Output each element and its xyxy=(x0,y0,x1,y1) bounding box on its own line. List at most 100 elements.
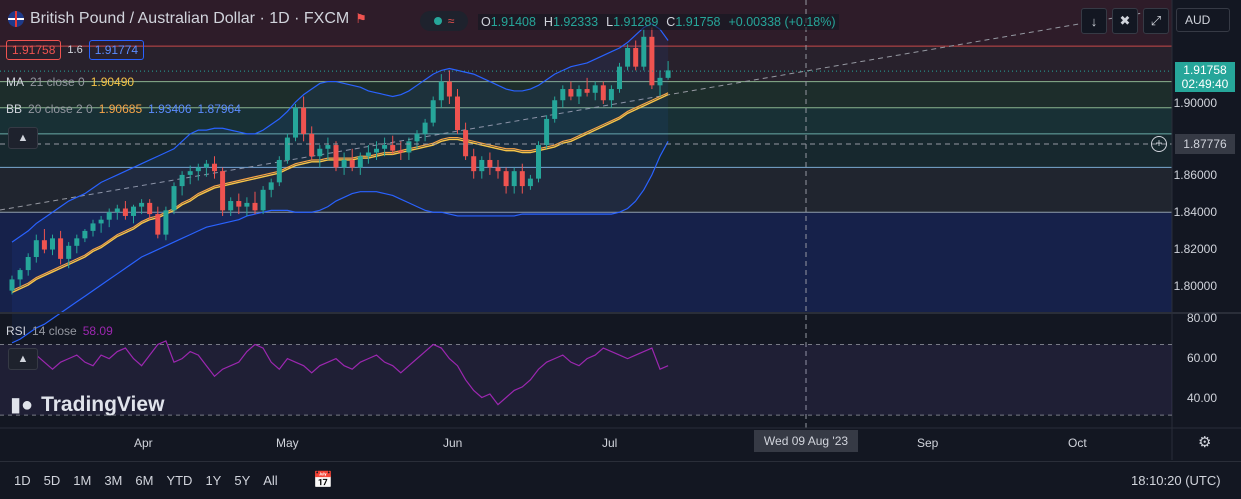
price-tick: 1.80000 xyxy=(1173,279,1217,293)
candle-body xyxy=(163,210,169,235)
candle-body xyxy=(220,171,226,211)
candle-body xyxy=(147,202,153,215)
collapse-legend-button[interactable]: ▲ xyxy=(8,127,38,149)
candle-body xyxy=(17,270,23,280)
range-5y-button[interactable]: 5Y xyxy=(234,473,251,488)
rsi-params: 14 close xyxy=(32,324,77,338)
candle-body xyxy=(625,47,631,67)
crosshair-date-value: Wed 09 Aug '23 xyxy=(763,434,849,448)
utc-clock[interactable]: 18:10:20 (UTC) xyxy=(1131,473,1221,488)
candle-body xyxy=(252,202,258,211)
zone-gray xyxy=(0,167,1172,213)
collapse-rsi-button[interactable]: ▲ xyxy=(8,348,38,370)
bb-basis-value: 1.90685 xyxy=(98,102,143,116)
candle-body xyxy=(341,159,347,168)
candle-body xyxy=(50,238,55,250)
tradingview-logo-icon: ▮● xyxy=(10,394,34,416)
candle-body xyxy=(406,141,412,153)
candle-body xyxy=(139,202,145,207)
sell-button[interactable]: 1.91758 xyxy=(6,40,62,60)
candle-body xyxy=(365,152,371,157)
range-3m-button[interactable]: 3M xyxy=(104,473,123,488)
bb-label: BB xyxy=(6,102,23,116)
bb-legend[interactable]: BB 20 close 2 0 1.90685 1.93406 1.87964 xyxy=(6,102,241,116)
candle-body xyxy=(309,133,315,157)
wave-icon: ≈ xyxy=(447,14,455,28)
bb-params: 20 close 2 0 xyxy=(28,102,93,116)
fullscreen-button[interactable]: ⤢ xyxy=(1143,8,1169,34)
ma-legend[interactable]: MA 21 close 0 1.90490 xyxy=(6,75,134,89)
last-price-badge: 1.91758 02:49:40 xyxy=(1175,62,1235,92)
candle-body xyxy=(276,159,282,183)
market-status-pill[interactable]: ≈ xyxy=(420,11,468,31)
candle-body xyxy=(382,145,388,149)
candle-body xyxy=(608,89,614,101)
candle-body xyxy=(82,230,88,239)
candle-body xyxy=(584,89,590,93)
crosshair-date-badge: Wed 09 Aug '23 xyxy=(754,430,858,452)
arrow-down-icon: ↓ xyxy=(1090,13,1098,29)
candle-body xyxy=(114,208,120,213)
scroll-down-button[interactable]: ↓ xyxy=(1081,8,1107,34)
candle-body xyxy=(519,171,525,187)
settings-icon[interactable]: ⚙ xyxy=(1198,434,1212,451)
bollinger-band-fill xyxy=(12,23,669,343)
candle-body xyxy=(390,145,396,151)
add-alert-icon[interactable]: + xyxy=(1151,136,1167,152)
candle-body xyxy=(90,223,96,231)
candle-body xyxy=(487,159,493,168)
range-ytd-button[interactable]: YTD xyxy=(166,473,193,488)
candle-body xyxy=(568,89,574,97)
zone-green xyxy=(0,107,1172,134)
candle-body xyxy=(503,171,509,187)
bb-lower-value: 1.87964 xyxy=(197,102,241,116)
candle-body xyxy=(284,137,290,160)
candle-body xyxy=(33,240,39,258)
candle-body xyxy=(131,206,136,216)
expand-icon: ⤢ xyxy=(1150,13,1162,28)
candle-body xyxy=(244,202,250,207)
zone-pink xyxy=(0,46,1172,82)
candle-body xyxy=(317,148,323,157)
candle-body xyxy=(455,96,460,131)
spread-value: 1.6 xyxy=(67,44,83,56)
range-all-button[interactable]: All xyxy=(263,473,278,488)
price-tick: 1.82000 xyxy=(1173,242,1217,256)
candle-body xyxy=(649,36,655,86)
rsi-tick: 60.00 xyxy=(1186,351,1217,365)
range-1y-button[interactable]: 1Y xyxy=(205,473,222,488)
range-5d-button[interactable]: 5D xyxy=(43,473,61,488)
candle-body xyxy=(325,145,331,149)
currency-select[interactable]: AUD xyxy=(1176,8,1230,32)
candle-body xyxy=(438,81,444,101)
rsi-legend[interactable]: RSI 14 close 58.09 xyxy=(6,324,113,338)
candle-body xyxy=(600,85,606,101)
candle-body xyxy=(260,189,266,211)
candle-body xyxy=(195,167,201,172)
zone-teal xyxy=(0,133,1172,168)
candle-body xyxy=(527,178,533,187)
range-1m-button[interactable]: 1M xyxy=(73,473,92,488)
currency-value: AUD xyxy=(1185,13,1211,27)
trade-buttons: 1.91758 1.6 1.91774 xyxy=(6,40,145,60)
rsi-label: RSI xyxy=(6,324,27,338)
flag-marker-icon[interactable]: ⚑ xyxy=(355,11,367,26)
candle-body xyxy=(41,240,47,250)
buy-button[interactable]: 1.91774 xyxy=(88,40,145,60)
range-6m-button[interactable]: 6M xyxy=(135,473,154,488)
trend-line xyxy=(0,9,1161,211)
rsi-value: 58.09 xyxy=(82,324,113,338)
symbol-title-text: British Pound / Australian Dollar · 1D ·… xyxy=(30,10,350,27)
candle-body xyxy=(98,219,104,224)
symbol-title[interactable]: British Pound / Australian Dollar · 1D ·… xyxy=(8,10,367,28)
candle-body xyxy=(471,156,477,172)
bb-upper-value: 1.93406 xyxy=(148,102,192,116)
watermark-text: TradingView xyxy=(41,392,165,416)
ma-label: MA xyxy=(6,75,24,89)
calendar-icon[interactable]: 📅 xyxy=(313,472,333,489)
range-1d-button[interactable]: 1D xyxy=(14,473,31,488)
market-open-dot-icon xyxy=(433,17,442,25)
candle-body xyxy=(422,122,428,134)
collapse-button[interactable]: ✖ xyxy=(1112,8,1138,34)
